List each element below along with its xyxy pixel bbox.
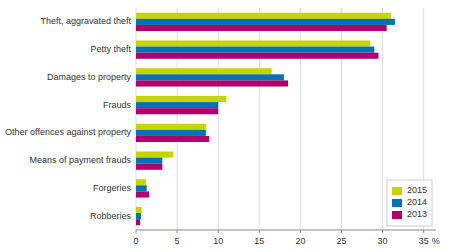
- x-tick: [177, 230, 178, 233]
- bar: [136, 136, 209, 142]
- bar: [136, 179, 146, 185]
- x-tick: [341, 230, 342, 233]
- bar: [136, 130, 206, 136]
- category-label: Frauds: [103, 100, 132, 110]
- bar: [136, 13, 391, 19]
- bar: [136, 158, 162, 164]
- category-label: Theft, aggravated theft: [40, 16, 131, 26]
- category-label: Other offences against property: [5, 127, 131, 137]
- bar: [136, 68, 272, 74]
- category-label: Petty theft: [90, 44, 131, 54]
- bar: [136, 219, 140, 225]
- bar: [136, 164, 162, 170]
- x-tick-label: 20: [295, 236, 305, 246]
- legend-label: 2013: [407, 209, 427, 219]
- chart: Theft, aggravated theft Petty theft Damage…: [0, 0, 454, 252]
- x-tick: [136, 230, 137, 233]
- x-tick-label: 35: [419, 236, 429, 246]
- category-label: Means of payment frauds: [29, 155, 131, 165]
- legend-swatch: [392, 211, 402, 219]
- x-axis: 0 5 10 15 20 25 30 35%: [133, 230, 439, 246]
- bars: [136, 13, 395, 226]
- legend-frame: [387, 180, 432, 226]
- x-tick-label: 15: [254, 236, 264, 246]
- bar: [136, 53, 378, 59]
- bar: [136, 151, 173, 157]
- x-tick-label: 25: [336, 236, 346, 246]
- bar: [136, 185, 147, 191]
- x-tick: [382, 230, 383, 233]
- bar: [136, 207, 142, 213]
- legend-label: 2015: [407, 185, 427, 195]
- x-tick-label: 30: [378, 236, 388, 246]
- x-tick: [423, 230, 424, 233]
- legend-swatch: [392, 187, 402, 195]
- x-tick-label: 5: [175, 236, 180, 246]
- category-label: Damages to property: [47, 72, 132, 82]
- x-axis-line: [136, 230, 436, 231]
- category-label: Forgeries: [93, 183, 132, 193]
- bar: [136, 108, 218, 114]
- x-tick-label: 10: [213, 236, 223, 246]
- grid-line: [382, 8, 383, 230]
- y-axis-labels: Theft, aggravated theft Petty theft Damage…: [5, 16, 131, 220]
- x-tick: [218, 230, 219, 233]
- x-tick: [300, 230, 301, 233]
- category-label: Robberies: [90, 211, 132, 221]
- bar: [136, 191, 149, 197]
- bar: [136, 47, 374, 53]
- legend: 2015 2014 2013: [387, 180, 432, 226]
- legend-label: 2014: [407, 197, 427, 207]
- bar: [136, 213, 141, 219]
- bar: [136, 40, 370, 46]
- x-tick-label: 0: [133, 236, 138, 246]
- bar: [136, 102, 218, 108]
- x-axis-label: %: [432, 236, 440, 246]
- x-tick: [259, 230, 260, 233]
- bar: [136, 25, 387, 31]
- legend-swatch: [392, 199, 402, 207]
- grid: [136, 8, 424, 230]
- bar: [136, 19, 395, 25]
- bar: [136, 80, 288, 86]
- bar: [136, 124, 206, 130]
- bar: [136, 74, 284, 80]
- bar: [136, 96, 226, 102]
